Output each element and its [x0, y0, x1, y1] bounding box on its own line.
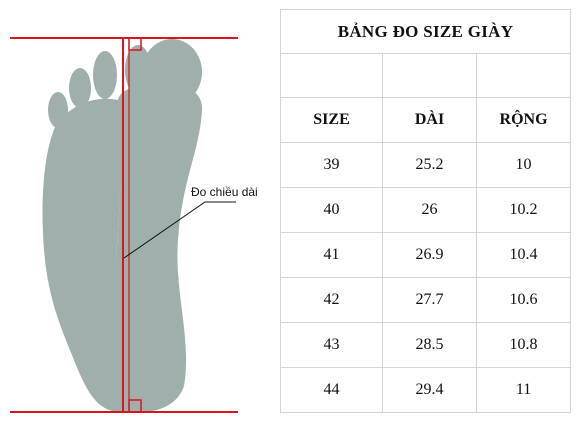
cell-size: 42	[280, 277, 383, 323]
blank-cell	[475, 53, 572, 98]
table-row: 41 26.9 10.4	[280, 232, 572, 278]
table-row: 44 29.4 11	[280, 367, 572, 413]
cell-length: 25.2	[382, 142, 477, 188]
foot-measurement-figure: Đo chiều dài	[0, 0, 280, 446]
table-title-row: BẢNG ĐO SIZE GIÀY	[279, 9, 572, 54]
foot-silhouette-icon	[42, 39, 203, 413]
cell-length: 26.9	[382, 232, 477, 278]
measure-label: Đo chiều dài	[191, 185, 258, 199]
blank-cell	[280, 53, 383, 98]
cell-length: 27.7	[382, 277, 477, 323]
cell-size: 43	[280, 322, 383, 368]
header-length: DÀI	[382, 97, 477, 143]
table-row: 42 27.7 10.6	[280, 277, 572, 323]
table-row: 39 25.2 10	[280, 142, 572, 188]
cell-width: 10.2	[475, 187, 572, 233]
foot-diagram: Đo chiều dài	[10, 37, 258, 413]
cell-size: 39	[280, 142, 383, 188]
header-size: SIZE	[280, 97, 383, 143]
measure-lines	[10, 37, 238, 413]
leader-line	[123, 201, 236, 259]
cell-width: 10.8	[475, 322, 572, 368]
header-width: RỘNG	[475, 97, 572, 143]
cell-length: 29.4	[382, 367, 477, 413]
table-header-row: SIZE DÀI RỘNG	[280, 97, 572, 143]
blank-cell	[382, 53, 477, 98]
top-right-angle-marker	[128, 37, 142, 51]
cell-length: 28.5	[382, 322, 477, 368]
table-row: 40 26 10.2	[280, 187, 572, 233]
measure-callout: Đo chiều dài	[123, 185, 258, 259]
cell-length: 26	[382, 187, 477, 233]
table-title: BẢNG ĐO SIZE GIÀY	[279, 9, 572, 54]
cell-size: 41	[280, 232, 383, 278]
cell-width: 10.4	[475, 232, 572, 278]
table-row: 43 28.5 10.8	[280, 322, 572, 368]
cell-size: 40	[280, 187, 383, 233]
cell-width: 10.6	[475, 277, 572, 323]
cell-width: 11	[475, 367, 572, 413]
size-chart-table: BẢNG ĐO SIZE GIÀY SIZE DÀI RỘNG 39 25.2 …	[279, 9, 572, 413]
cell-size: 44	[280, 367, 383, 413]
table-blank-row	[280, 53, 572, 98]
bottom-right-angle-marker	[128, 399, 142, 413]
cell-width: 10	[475, 142, 572, 188]
